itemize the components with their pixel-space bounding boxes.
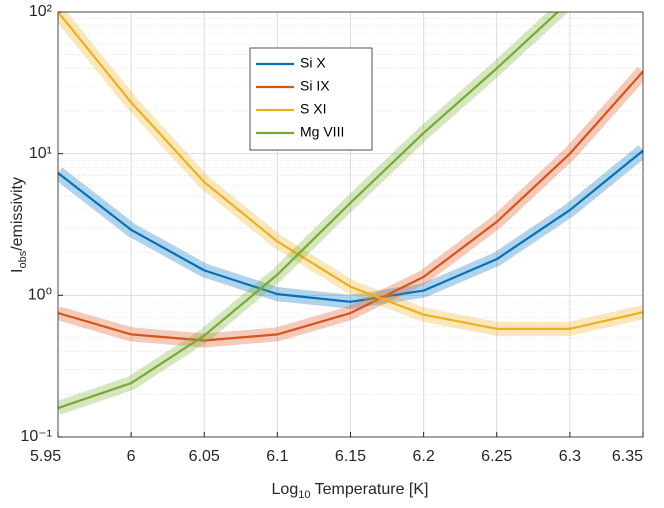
series-line [58, 149, 643, 303]
x-tick-label: 6.1 [266, 448, 288, 465]
y-tick-label: 10⁻¹ [20, 428, 52, 445]
legend-label: S XI [300, 101, 326, 117]
x-tick-label: 6.3 [559, 448, 581, 465]
x-tick-label: 6.25 [481, 448, 512, 465]
y-tick-label: 10⁰ [28, 287, 52, 304]
x-tick-label: 6.05 [189, 448, 220, 465]
x-tick-label: 6.35 [612, 448, 643, 465]
series-line [58, 12, 560, 410]
x-tick-label: 6 [127, 448, 136, 465]
x-tick-label: 6.2 [413, 448, 435, 465]
legend-label: Si X [300, 55, 326, 71]
y-tick-label: 10¹ [29, 145, 52, 162]
x-tick-label: 5.95 [30, 448, 61, 465]
legend: Si X Si IX S XI Mg VIII [249, 47, 373, 151]
y-axis-label: Iobs/emissivity [9, 177, 29, 273]
x-axis-label: Log10 Temperature [K] [272, 481, 429, 501]
legend-label: Mg VIII [300, 124, 344, 140]
series-line [58, 12, 643, 330]
legend-label: Si IX [300, 78, 330, 94]
x-tick-label: 6.15 [335, 448, 366, 465]
series-line [58, 70, 643, 342]
y-tick-label: 10² [29, 3, 53, 20]
